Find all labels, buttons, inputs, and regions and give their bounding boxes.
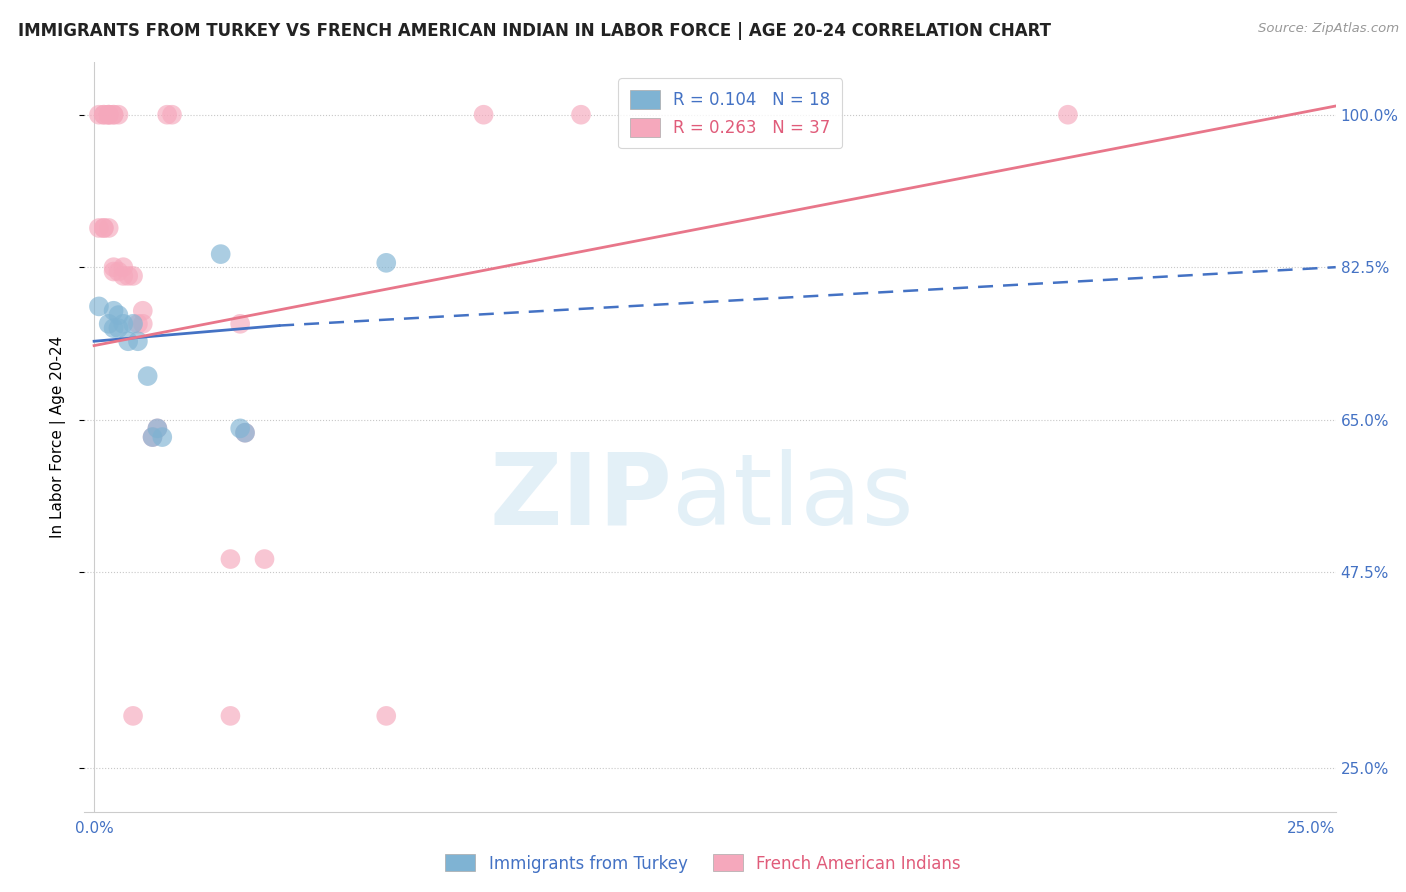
Point [103,264,125,278]
Point [150,430,173,444]
Point [112,268,135,283]
Point [103,108,125,122]
Point [87,299,110,313]
Point [97,108,120,122]
Point [107,108,129,122]
Point [146,421,169,435]
Point [209,247,232,261]
Point [122,317,145,331]
Point [132,303,155,318]
Point [107,321,129,335]
Point [132,317,155,331]
Point [1057,108,1080,122]
Point [117,334,139,349]
Point [146,421,169,435]
Point [93,108,115,122]
Text: IMMIGRANTS FROM TURKEY VS FRENCH AMERICAN INDIAN IN LABOR FORCE | AGE 20-24 CORR: IMMIGRANTS FROM TURKEY VS FRENCH AMERICA… [18,22,1050,40]
Point [112,260,135,275]
Point [107,308,129,322]
Point [97,108,120,122]
Point [127,334,149,349]
Point [141,430,163,444]
Point [156,108,179,122]
Text: Source: ZipAtlas.com: Source: ZipAtlas.com [1258,22,1399,36]
Point [117,268,139,283]
Point [97,221,120,235]
Point [112,317,135,331]
Point [122,709,145,723]
Point [472,108,495,122]
Legend: Immigrants from Turkey, French American Indians: Immigrants from Turkey, French American … [439,847,967,880]
Point [569,108,592,122]
Point [160,108,183,122]
Text: ZIP: ZIP [489,449,672,546]
Point [103,108,125,122]
Point [103,321,125,335]
Point [97,317,120,331]
Point [136,369,159,384]
Point [375,256,398,270]
Point [229,421,252,435]
Point [219,552,242,566]
Point [253,552,276,566]
Point [93,221,115,235]
Point [233,425,256,440]
Y-axis label: In Labor Force | Age 20-24: In Labor Force | Age 20-24 [51,336,66,538]
Point [93,221,115,235]
Text: atlas: atlas [672,449,914,546]
Point [107,264,129,278]
Point [375,709,398,723]
Point [229,317,252,331]
Point [93,108,115,122]
Point [219,709,242,723]
Point [87,221,110,235]
Point [127,317,149,331]
Point [103,303,125,318]
Point [122,268,145,283]
Legend: R = 0.104   N = 18, R = 0.263   N = 37: R = 0.104 N = 18, R = 0.263 N = 37 [619,78,842,148]
Point [97,108,120,122]
Point [233,425,256,440]
Point [141,430,163,444]
Point [87,108,110,122]
Point [103,260,125,275]
